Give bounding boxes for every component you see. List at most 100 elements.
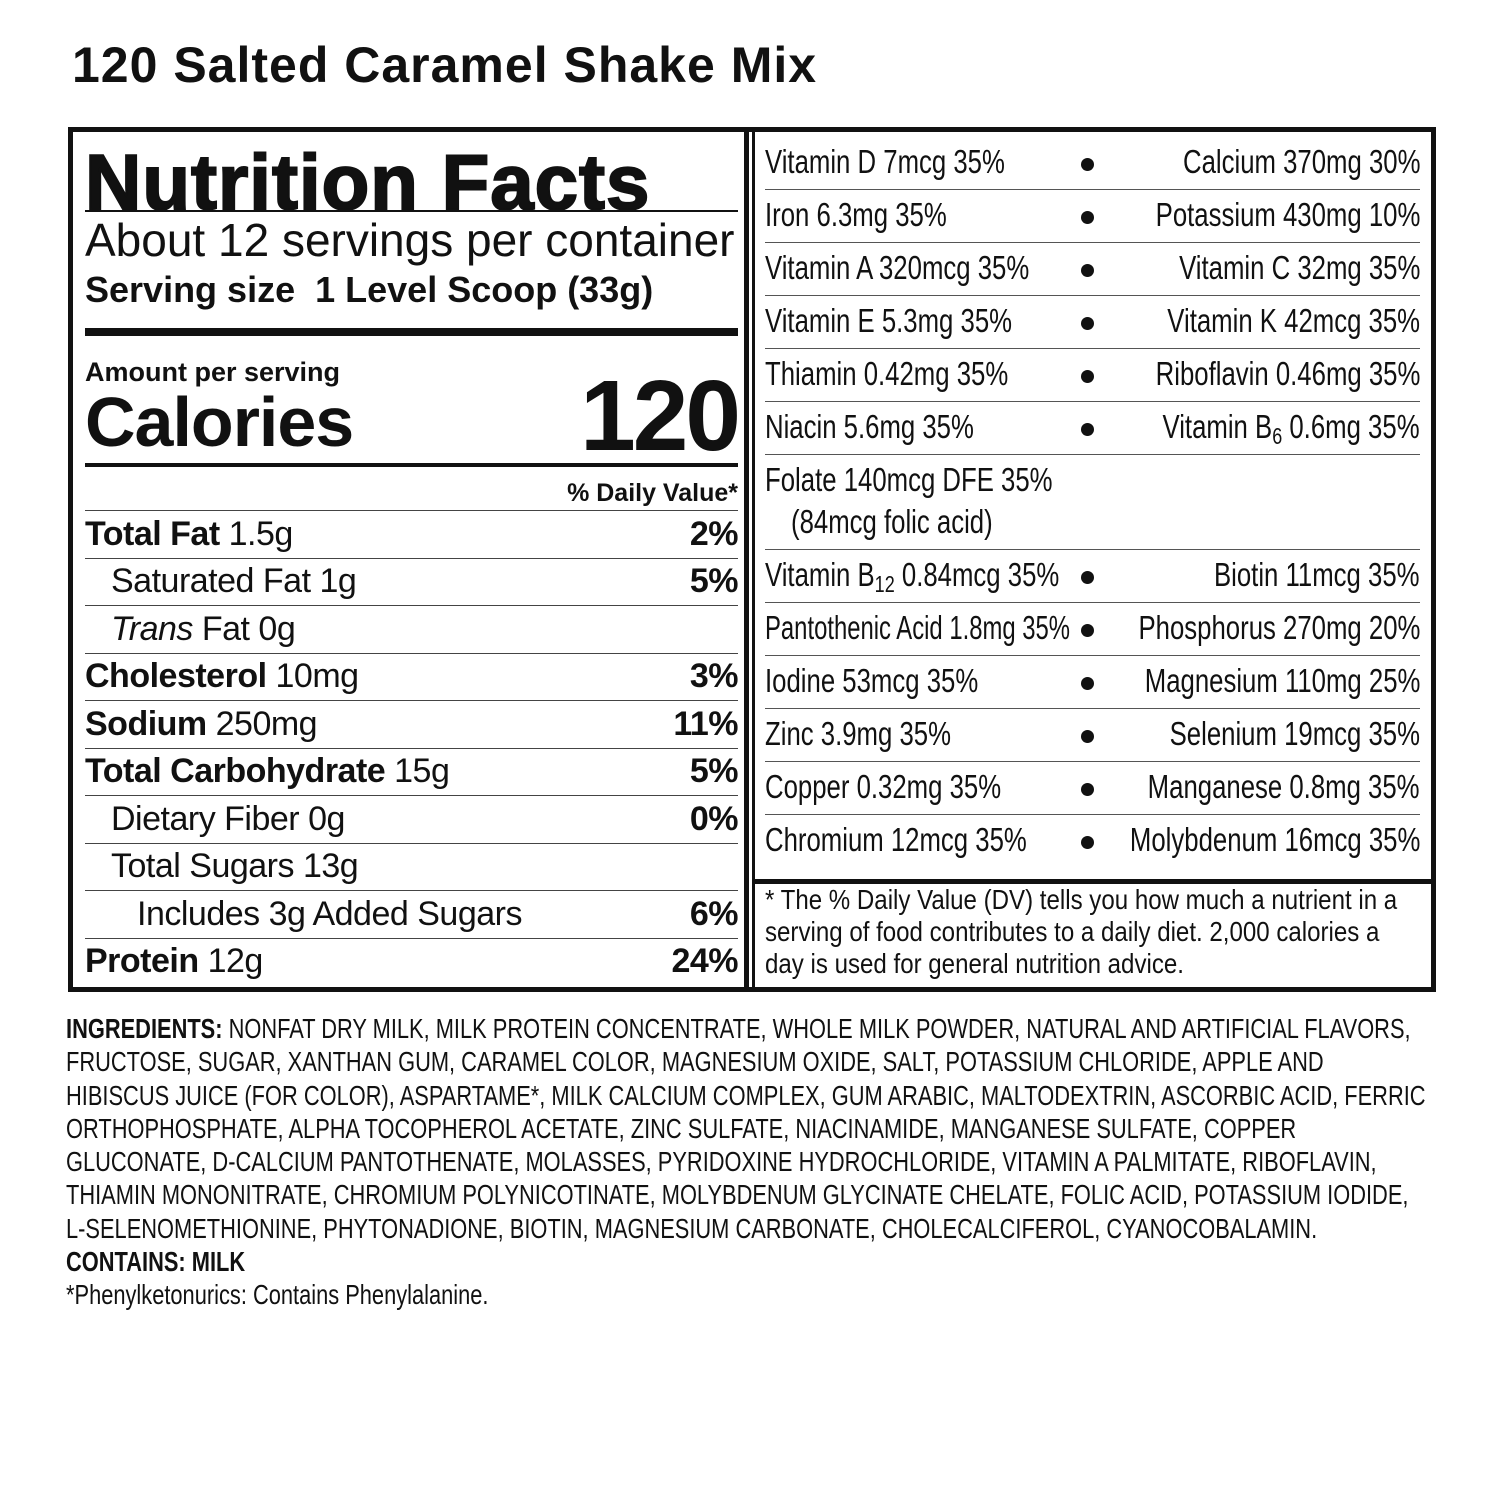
bullet xyxy=(1081,210,1094,224)
nutrient-row: Trans Fat 0g xyxy=(85,605,738,653)
vitamin-left: Iodine 53mcg 35% xyxy=(765,662,979,699)
nutrient-row: Total Fat 1.5g 2% xyxy=(85,510,739,558)
servings: About 12 servings per container xyxy=(85,214,735,266)
nutrient-dv: 11% xyxy=(673,704,738,743)
nutrient-prefix: Trans xyxy=(111,609,193,648)
vitamin-note: (84mcg folic acid) xyxy=(791,503,993,540)
vitamin-row: Vitamin D 7mcg 35% Calcium 370mg 30% xyxy=(765,137,1420,190)
serving-size-value: 1 Level Scoop (33g) xyxy=(315,269,654,310)
bullet xyxy=(1081,263,1094,277)
bullet xyxy=(1081,570,1094,584)
vitamin-left: Niacin 5.6mg 35% xyxy=(765,408,974,445)
nutrient-dv: 24% xyxy=(671,942,738,981)
nutrient-name: Fat xyxy=(201,609,250,648)
nutrient-name: Sodium xyxy=(85,704,207,743)
vitamin-row: Vitamin B12 0.84mcg 35% Biotin 11mcg 35% xyxy=(765,550,1420,603)
nutrient-name: Vitamin B xyxy=(765,556,875,593)
amount-per-serving: Amount per serving xyxy=(85,357,341,387)
vitamin-left: Iron 6.3mg 35% xyxy=(765,196,947,233)
serving-size-label: Serving size xyxy=(85,269,296,310)
bullet xyxy=(1081,782,1094,796)
vitamin-left: Pantothenic Acid 1.8mg 35% xyxy=(765,609,1070,646)
vitamin-row: Niacin 5.6mg 35% Vitamin B6 0.6mg 35% xyxy=(765,402,1420,455)
vitamin-right: Magnesium 110mg 25% xyxy=(1144,662,1420,699)
nutrient-row: Protein 12g 24% xyxy=(85,937,738,986)
vitamin-left: Chromium 12mcg 35% xyxy=(765,821,1027,858)
vitamin-right: Calcium 370mg 30% xyxy=(1182,143,1420,180)
nutrient-dv: 6% xyxy=(689,894,739,933)
ingredients-block: INGREDIENTS: NONFAT DRY MILK, MILK PROTE… xyxy=(66,1012,1426,1312)
vitamin-row: Copper 0.32mg 35% Manganese 0.8mg 35% xyxy=(765,762,1420,815)
dv-header: % Daily Value* xyxy=(567,479,738,507)
nutrient-row: Total Sugars 13g xyxy=(85,842,738,891)
nutrient-amount: 0.6mg 35% xyxy=(1289,408,1420,445)
subscript: 6 xyxy=(1272,422,1283,449)
bullet xyxy=(1081,369,1094,383)
ingredients: INGREDIENTS: NONFAT DRY MILK, MILK PROTE… xyxy=(66,1012,1426,1245)
contains-text: MILK xyxy=(191,1246,246,1278)
nutrient-amount: 12g xyxy=(207,942,264,981)
nutrient-amount: 1.5g xyxy=(228,514,294,553)
vitamin-left: Vitamin A 320mcg 35% xyxy=(765,249,1030,286)
pku-note: *Phenylketonurics: Contains Phenylalanin… xyxy=(66,1279,489,1311)
nutrient-amount: 10mg xyxy=(275,657,360,696)
nutrient-amount: 250mg xyxy=(215,704,318,743)
rule xyxy=(85,463,738,467)
nutrition-facts: Nutrition Facts About 12 servings per co… xyxy=(84,137,741,987)
nutrient-dv: 0% xyxy=(689,799,739,838)
vitamin-right: Manganese 0.8mg 35% xyxy=(1148,768,1420,805)
thick-rule xyxy=(85,328,738,336)
contains-label: CONTAINS: xyxy=(66,1246,186,1278)
nutrient-amount: 0g xyxy=(308,799,345,838)
serving-size: Serving size 1 Level Scoop (33g) xyxy=(85,269,653,311)
nutrient-name: Total Carbohydrate xyxy=(85,752,386,791)
nutrient-amount: 13g xyxy=(302,847,359,886)
vitamin-right: Vitamin B6 0.6mg 35% xyxy=(1162,408,1420,449)
nutrient-dv: 2% xyxy=(689,514,739,553)
bullet xyxy=(1081,729,1094,743)
footnote: * The % Daily Value (DV) tells you how m… xyxy=(765,884,1398,979)
bullet xyxy=(1081,157,1094,171)
vitamin-row: Thiamin 0.42mg 35% Riboflavin 0.46mg 35% xyxy=(765,349,1420,402)
vitamin-left: Vitamin D 7mcg 35% xyxy=(765,143,1005,180)
vitamin-left: Zinc 3.9mg 35% xyxy=(765,715,951,752)
nutrient-name: Vitamin B xyxy=(1162,408,1273,445)
nutrient-dv: 5% xyxy=(689,752,739,791)
vitamin-right: Potassium 430mg 10% xyxy=(1155,196,1420,233)
nutrient-row: Total Carbohydrate 15g 5% xyxy=(85,747,739,796)
bullet xyxy=(1081,316,1094,330)
thick-rule xyxy=(755,879,1431,884)
vitamin-row: Pantothenic Acid 1.8mg 35% Phosphorus 270… xyxy=(765,603,1420,656)
nutrient-row: Saturated Fat 1g 5% xyxy=(85,557,739,606)
bullet xyxy=(1081,835,1094,849)
bullet xyxy=(1081,422,1094,436)
nutrient-name: Total Sugars xyxy=(111,847,295,886)
nutrient-name: Total Fat xyxy=(85,514,220,553)
rule xyxy=(85,210,738,212)
calories-value: 120 xyxy=(580,360,741,472)
vitamin-right: Vitamin K 42mcg 35% xyxy=(1167,302,1420,339)
vitamin-row: Vitamin A 320mcg 35% Vitamin C 32mg 35% xyxy=(765,243,1420,296)
vitamin-right: Molybdenum 16mcg 35% xyxy=(1129,821,1420,858)
bullet xyxy=(1081,676,1094,690)
contains: CONTAINS: MILK xyxy=(66,1245,1426,1278)
heading: Nutrition Facts xyxy=(84,137,651,227)
vitamin-left: Thiamin 0.42mg 35% xyxy=(765,355,1009,392)
calories-label: Calories xyxy=(85,383,354,461)
vitamin-right: Phosphorus 270mg 20% xyxy=(1138,609,1420,646)
nutrient-row: Sodium 250mg 11% xyxy=(85,700,738,748)
nutrient-name: Saturated Fat xyxy=(111,562,311,601)
subscript: 12 xyxy=(874,570,895,597)
nutrient-dv: 3% xyxy=(689,657,739,696)
nutrient-name: Dietary Fiber xyxy=(111,799,300,838)
vitamin-left: Copper 0.32mg 35% xyxy=(765,768,1002,805)
vitamin-row: Iodine 53mcg 35% Magnesium 110mg 25% xyxy=(765,656,1420,709)
vitamin-left: Folate 140mcg DFE 35% xyxy=(765,461,1053,498)
ingredients-text: NONFAT DRY MILK, MILK PROTEIN CONCENTRAT… xyxy=(66,1013,1426,1244)
ingredients-label: INGREDIENTS: xyxy=(66,1013,223,1044)
vitamin-right: Biotin 11mcg 35% xyxy=(1214,556,1420,593)
vitamin-row: Iron 6.3mg 35% Potassium 430mg 10% xyxy=(765,190,1420,243)
vitamin-row: Zinc 3.9mg 35% Selenium 19mcg 35% xyxy=(765,709,1420,762)
nutrient-name: Protein xyxy=(85,942,199,981)
